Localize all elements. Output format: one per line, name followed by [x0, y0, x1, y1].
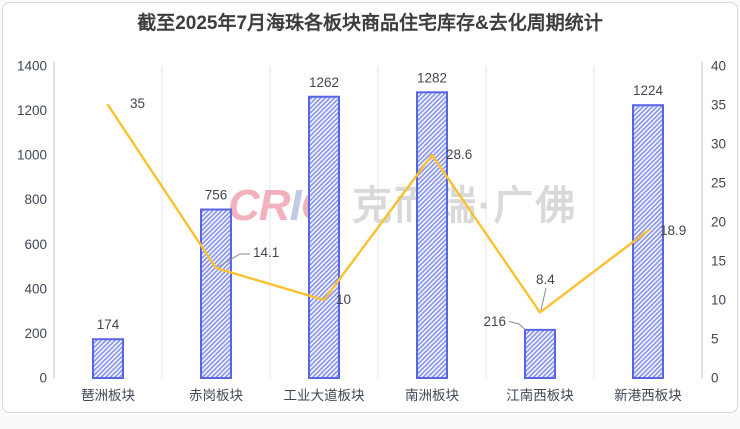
line-value-label: 8.4 [536, 272, 555, 287]
y-axis-right-label: 20 [711, 215, 726, 230]
y-axis-right-label: 35 [711, 98, 726, 113]
x-axis-label: 琶洲板块 [81, 388, 135, 403]
bar [416, 91, 448, 379]
line-series [106, 103, 650, 314]
bar-value-label: 1262 [309, 75, 339, 90]
x-axis-label: 赤岗板块 [189, 388, 243, 403]
leader-line [540, 287, 547, 311]
bar [632, 104, 664, 379]
y-axis-left-label: 1400 [17, 59, 47, 74]
bar [92, 338, 124, 380]
bar [524, 328, 556, 379]
line-value-label: 10 [336, 292, 351, 307]
line-value-label: 18.9 [660, 223, 686, 238]
y-axis-left-label: 1200 [17, 103, 47, 118]
y-axis-right-label: 25 [711, 176, 726, 191]
x-axis-label: 南洲板块 [405, 388, 459, 403]
line-value-label: 28.6 [446, 147, 472, 162]
y-axis-right-label: 0 [711, 371, 719, 386]
bar-value-label: 756 [205, 188, 228, 203]
y-axis-left-label: 600 [24, 237, 47, 252]
y-axis-right-label: 30 [711, 137, 726, 152]
chart-title: 截至2025年7月海珠各板块商品住宅库存&去化周期统计 [137, 11, 603, 34]
y-axis-left-label: 200 [24, 326, 47, 341]
line-value-label: 35 [130, 96, 145, 111]
y-axis-left-label: 400 [24, 281, 47, 296]
watermark-text: 克而瑞·广佛 [352, 184, 577, 228]
bar-value-label: 1282 [417, 70, 447, 85]
x-axis-label: 工业大道板块 [284, 388, 365, 403]
bar [308, 95, 340, 380]
y-axis-right-label: 5 [711, 332, 719, 347]
x-axis-label: 江南西板块 [506, 388, 574, 403]
leader-line [217, 253, 250, 268]
bar-value-label: 1224 [633, 83, 664, 98]
line-value-label: 14.1 [253, 245, 279, 260]
bar [200, 208, 232, 379]
bar-value-label: 174 [97, 317, 120, 332]
y-axis-left-label: 0 [39, 371, 47, 386]
y-axis-left-label: 1000 [17, 148, 47, 163]
x-axis-label: 新港西板块 [614, 388, 682, 403]
y-axis-right-label: 15 [711, 254, 726, 269]
y-axis-left-label: 800 [24, 192, 47, 207]
y-axis-right-label: 40 [711, 59, 726, 74]
bar-value-label: 216 [483, 314, 506, 329]
leader-line [508, 321, 526, 331]
y-axis-right-label: 10 [711, 293, 726, 308]
chart-frame [2, 2, 738, 413]
plot-area: CRIC克而瑞·广佛1747561262128221612243514.1102… [17, 59, 726, 404]
